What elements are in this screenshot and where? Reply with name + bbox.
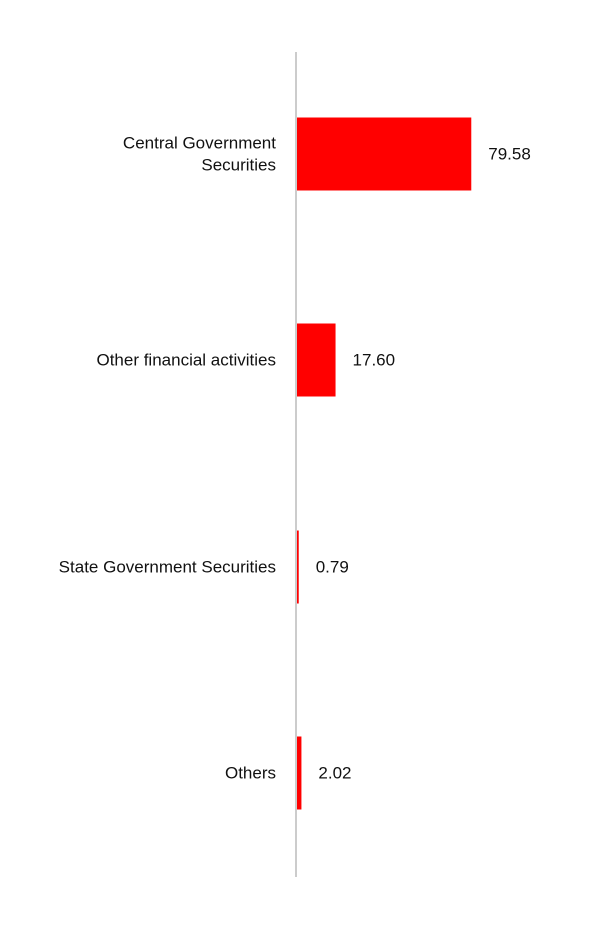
value-label-2: 0.79 bbox=[316, 558, 349, 577]
bar-3 bbox=[297, 736, 302, 810]
category-label-0-0: Central Government bbox=[123, 134, 276, 153]
value-label-3: 2.02 bbox=[318, 764, 351, 783]
category-labels-layer: Central Government Securities Other financ… bbox=[59, 134, 277, 783]
category-label-0-1: Securities bbox=[201, 156, 276, 175]
value-label-0: 79.58 bbox=[488, 145, 531, 164]
value-labels-layer: 79.58 17.60 0.79 2.02 bbox=[316, 145, 531, 783]
bar-0 bbox=[297, 117, 472, 191]
bar-1 bbox=[297, 323, 336, 397]
category-label-2-0: State Government Securities bbox=[59, 558, 276, 577]
value-label-1: 17.60 bbox=[353, 351, 396, 370]
category-label-3-0: Others bbox=[225, 764, 276, 783]
category-label-1-0: Other financial activities bbox=[96, 351, 276, 370]
bar-2 bbox=[297, 530, 299, 604]
bars-layer bbox=[297, 117, 472, 810]
